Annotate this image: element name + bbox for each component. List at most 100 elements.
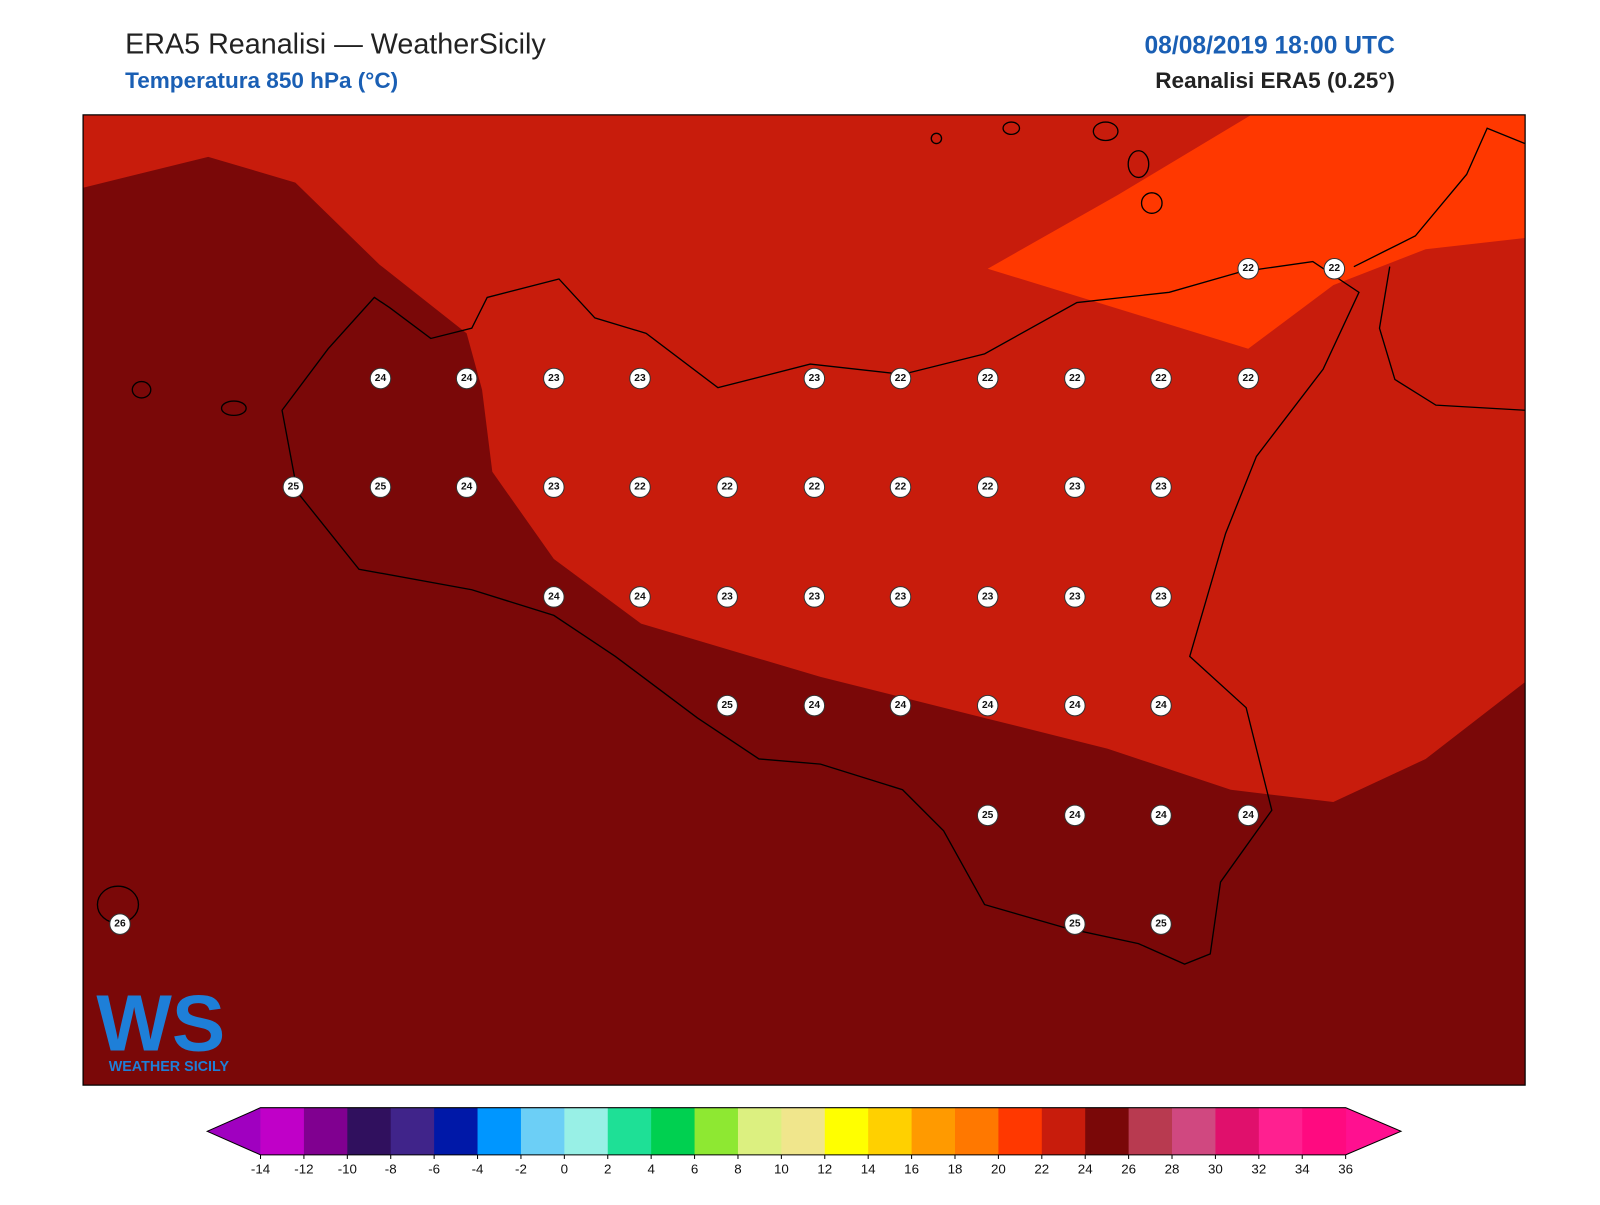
colorbar-cell — [520, 1107, 565, 1155]
station-value: 24 — [1069, 810, 1081, 821]
station-marker — [1064, 694, 1086, 717]
station-value: 23 — [634, 373, 646, 384]
colorbar-tick-label: 6 — [691, 1161, 698, 1176]
colorbar-cell — [260, 1107, 305, 1155]
colorbar-tick-label: 4 — [647, 1161, 655, 1176]
station-value: 24 — [895, 700, 907, 711]
station-marker — [976, 476, 999, 498]
colorbar-over — [1345, 1107, 1402, 1155]
station-value: 22 — [895, 482, 907, 493]
station-value: 23 — [548, 373, 560, 384]
station-value: 24 — [1069, 700, 1081, 711]
colorbar-tick-label: -8 — [385, 1161, 397, 1176]
colorbar-tick-label: 32 — [1251, 1161, 1266, 1176]
colorbar-cell — [911, 1107, 956, 1155]
station-value: 22 — [721, 482, 733, 493]
station-marker — [109, 913, 131, 935]
title: ERA5 Reanalisi — WeatherSicily — [125, 28, 546, 60]
colorbar-cell — [434, 1107, 479, 1155]
station-value: 24 — [809, 700, 821, 711]
station-marker — [369, 367, 392, 390]
colorbar-tick-label: 2 — [604, 1161, 611, 1176]
colorbar-cell — [737, 1107, 782, 1155]
colorbar-tick-label: -10 — [338, 1161, 357, 1176]
station-marker — [455, 476, 478, 498]
station-marker — [543, 476, 565, 498]
station-marker — [716, 476, 738, 498]
station-value: 22 — [1329, 263, 1341, 274]
station-value: 24 — [1155, 810, 1167, 821]
station-marker — [716, 586, 738, 608]
station-marker — [1323, 257, 1346, 280]
station-marker — [369, 476, 392, 498]
station-value: 22 — [982, 482, 994, 493]
station-value: 22 — [1243, 263, 1255, 274]
station-value: 24 — [461, 482, 473, 493]
station-value: 24 — [461, 373, 473, 384]
colorbar-cell — [694, 1107, 739, 1155]
datetime: 08/08/2019 18:00 UTC — [1144, 32, 1395, 59]
station-marker — [1150, 476, 1172, 498]
station-value: 24 — [634, 591, 646, 602]
field-hot — [987, 114, 1526, 349]
station-value: 24 — [548, 591, 560, 602]
station-value: 23 — [721, 591, 733, 602]
colorbar-tick-label: 20 — [991, 1161, 1006, 1176]
station-value: 25 — [1069, 919, 1081, 930]
colorbar-cell — [824, 1107, 869, 1155]
colorbar-tick-label: 8 — [734, 1161, 741, 1176]
colorbar-tick-label: 22 — [1034, 1161, 1049, 1176]
station-marker — [716, 694, 738, 717]
colorbar-tick-label: -2 — [515, 1161, 527, 1176]
station-value: 23 — [895, 591, 907, 602]
station-value: 25 — [721, 700, 733, 711]
station-value: 23 — [809, 591, 821, 602]
station-marker — [803, 367, 826, 390]
logo-letters: WS — [96, 978, 225, 1067]
station-marker — [1150, 694, 1172, 717]
station-marker — [889, 367, 912, 390]
colorbar-tick-label: -14 — [251, 1161, 271, 1176]
colorbar-cell — [303, 1107, 348, 1155]
station-marker — [543, 586, 565, 608]
colorbar: -14 -12 -10 -8 -6 -4 -2 0 2 4 6 8 10 12 14 16 18 20 22 24 26… — [205, 1107, 1403, 1176]
colorbar-tick-label: 36 — [1338, 1161, 1353, 1176]
colorbar-tick-label: 30 — [1208, 1161, 1223, 1176]
subtitle: Temperatura 850 hPa (°C) — [125, 68, 398, 93]
colorbar-cell — [998, 1107, 1043, 1155]
station-marker — [803, 586, 826, 608]
colorbar-tick-label: 26 — [1121, 1161, 1136, 1176]
station-marker — [976, 586, 999, 608]
station-marker — [455, 367, 478, 390]
colorbar-cell — [1085, 1107, 1130, 1155]
station-marker — [976, 367, 999, 390]
colorbar-cell — [1258, 1107, 1303, 1155]
station-marker — [1150, 804, 1172, 827]
station-value: 23 — [1069, 482, 1081, 493]
colorbar-tick-label: -6 — [428, 1161, 440, 1176]
station-marker — [1150, 367, 1172, 390]
colorbar-tick-label: 0 — [561, 1161, 568, 1176]
station-value: 25 — [288, 482, 300, 493]
colorbar-tick-label: -12 — [294, 1161, 313, 1176]
colorbar-cell — [781, 1107, 826, 1155]
colorbar-tick-label: 28 — [1165, 1161, 1180, 1176]
station-value: 25 — [375, 482, 387, 493]
station-marker — [1064, 804, 1086, 827]
station-value: 23 — [1155, 482, 1167, 493]
station-marker — [629, 476, 651, 498]
logo-text: WEATHER SICILY — [109, 1059, 230, 1075]
colorbar-tick-label: 14 — [861, 1161, 876, 1176]
station-marker — [889, 476, 912, 498]
station-value: 22 — [895, 373, 907, 384]
colorbar-cell — [1041, 1107, 1086, 1155]
colorbar-cell — [651, 1107, 696, 1155]
station-value: 23 — [809, 373, 821, 384]
station-value: 23 — [982, 591, 994, 602]
model: Reanalisi ERA5 (0.25°) — [1155, 68, 1395, 93]
station-marker — [803, 694, 826, 717]
station-marker — [889, 586, 912, 608]
map: 22 22 24 24 23 23 23 22 22 22 22 22 25 25 24 23 22 22 22 22… — [82, 114, 1526, 1086]
colorbar-cell — [1172, 1107, 1216, 1155]
